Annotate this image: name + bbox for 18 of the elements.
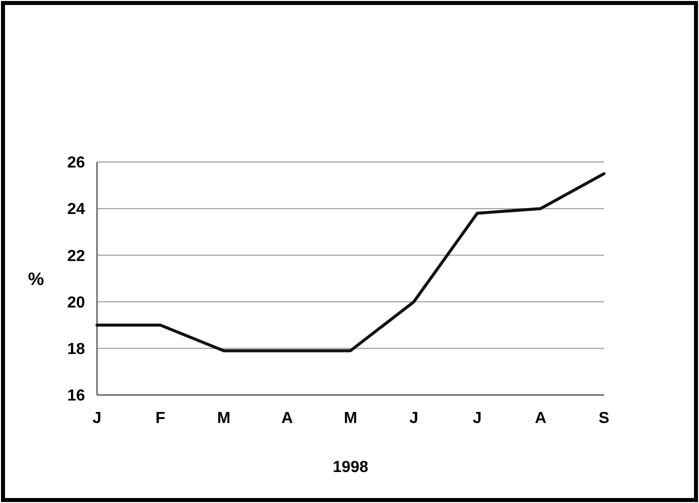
x-tick-label: J [92,410,102,427]
y-tick-label: 26 [67,154,86,172]
line-series [96,172,606,352]
y-tick-label: 22 [67,248,86,265]
x-tick-label: S [598,410,610,427]
y-tick-label: 16 [67,388,86,405]
x-axis-title: 1998 [332,459,368,476]
y-axis-title: % [28,269,44,289]
x-tick-label: F [155,410,166,427]
x-tick-label: A [281,410,294,427]
x-tick-label: A [534,410,547,427]
y-tick-label: 18 [67,341,86,358]
x-tick-label: M [344,410,358,427]
x-tick-label: J [409,410,418,427]
x-tick-label: J [472,410,482,427]
y-tick-label: 24 [67,201,86,218]
x-tick-label: M [217,410,230,427]
y-tick-label: 20 [67,294,86,312]
